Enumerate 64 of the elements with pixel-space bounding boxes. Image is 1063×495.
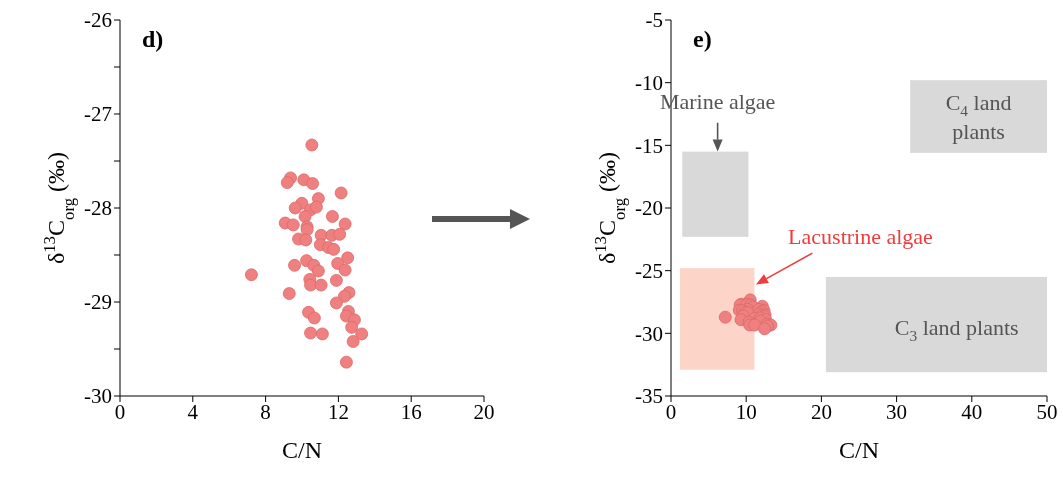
y-tick-label: -10 [635,71,663,96]
y-tick-label: -15 [635,133,663,158]
point [299,233,313,247]
x-tick-label: 20 [473,399,495,424]
x-tick-label: 8 [260,399,271,424]
x-tick-label: 16 [400,399,422,424]
point [309,200,323,214]
x-axis-title: C/N [838,437,880,463]
point [333,227,347,241]
point [282,287,296,300]
x-tick-label: 40 [961,399,983,424]
point [314,278,328,292]
y-tick-label: -5 [645,8,663,33]
x-tick-label: 0 [114,399,126,424]
point [338,263,352,277]
x-axis-title: C/N [281,437,323,463]
point [718,310,732,324]
y-tick-label: -30 [84,384,112,409]
x-tick-label: 4 [187,399,199,424]
x-tick-label: 12 [327,399,349,424]
point [338,289,351,303]
y-tick-label: -28 [84,196,112,221]
y-tick-label: -29 [84,290,112,315]
point [280,176,294,190]
point [304,326,317,340]
point [325,210,339,223]
y-tick-label: -25 [635,259,663,284]
point [330,273,343,287]
x-tick-label: 30 [886,399,908,424]
x-tick-label: 10 [735,399,757,424]
point [355,327,369,341]
point [306,177,319,190]
point [315,327,329,341]
y-tick-label: -26 [84,8,112,33]
point [748,318,762,332]
point [245,268,258,282]
y-tick-label: -35 [635,384,663,409]
x-tick-label: 0 [665,399,677,424]
point [334,186,348,200]
y-tick-label: -20 [635,196,663,221]
annotation: C$_{4}$ land plants [945,89,1012,144]
point [346,335,360,348]
point [304,278,317,292]
point [345,320,359,334]
point [311,264,325,278]
point [327,242,341,256]
chart-title: e) [693,26,712,53]
point [298,210,312,223]
point [338,217,352,231]
annotation: Lacustrine algae [788,223,933,249]
point [307,311,321,325]
y-tick-label: -27 [84,102,112,127]
chart-title: d) [142,26,164,53]
point [341,251,355,265]
x-tick-label: 20 [810,399,832,424]
point [330,296,343,310]
point [288,201,302,215]
x-tick-label: 50 [1036,399,1058,424]
point [288,258,301,272]
point [340,355,353,369]
annotation: C$_{3}$ land plants [894,314,1019,345]
point [305,138,319,152]
point [286,218,300,232]
y-tick-label: -30 [635,321,663,346]
